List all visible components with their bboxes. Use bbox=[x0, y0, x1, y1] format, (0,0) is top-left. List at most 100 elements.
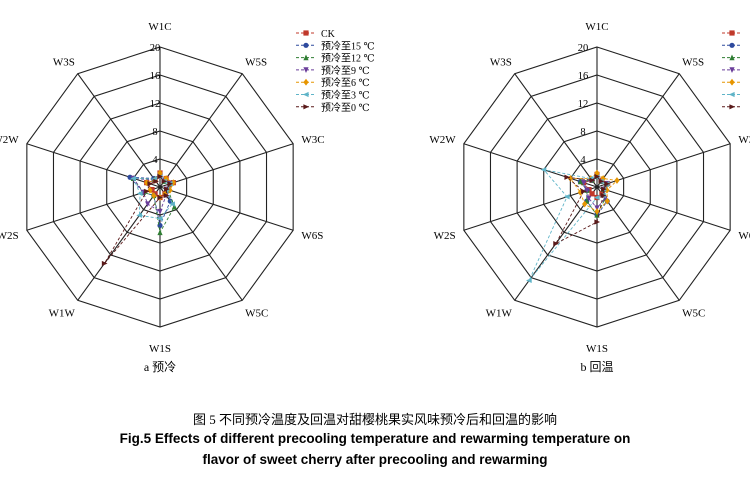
legend-label: 预冷至3 ℃ bbox=[321, 89, 370, 102]
data-point bbox=[147, 186, 153, 194]
data-point bbox=[526, 277, 532, 284]
axis-label-w1c: W1C bbox=[148, 21, 171, 33]
data-point bbox=[594, 219, 601, 225]
data-point bbox=[167, 181, 174, 187]
data-point bbox=[145, 201, 151, 208]
axis-spoke bbox=[596, 186, 680, 301]
data-point bbox=[584, 187, 590, 194]
legend bbox=[722, 30, 742, 110]
axis-label-w1w: W1W bbox=[486, 307, 513, 319]
legend-label: 预冷至15 ℃ bbox=[321, 39, 375, 52]
data-point bbox=[147, 181, 154, 187]
data-point bbox=[564, 174, 571, 180]
data-point bbox=[144, 188, 150, 194]
data-point bbox=[153, 178, 159, 184]
data-point bbox=[589, 191, 595, 197]
data-point bbox=[161, 178, 168, 184]
legend-marker bbox=[729, 104, 736, 110]
axis-label-w5c: W5C bbox=[682, 307, 705, 319]
data-point bbox=[593, 194, 600, 201]
legend-label: 预冷至12 ℃ bbox=[321, 52, 375, 65]
axis-label-w2w: W2W bbox=[0, 134, 19, 146]
data-point bbox=[614, 177, 620, 184]
data-point bbox=[577, 178, 583, 185]
axis-label-w2w: W2W bbox=[429, 134, 456, 146]
data-point bbox=[130, 175, 136, 181]
axis-spoke bbox=[596, 143, 731, 188]
data-point bbox=[157, 208, 163, 215]
axis-spoke bbox=[77, 186, 161, 301]
axis-label-w1w: W1W bbox=[49, 307, 76, 319]
data-point bbox=[563, 194, 570, 200]
radar-chart-b: 4 8 12 16 20 W1C W5S W3C W6S W5C W1S W1W W2S W2W W3S b … bbox=[429, 21, 750, 374]
data-point bbox=[604, 181, 611, 187]
data-point bbox=[586, 195, 592, 202]
axis-spoke bbox=[26, 143, 161, 188]
tick-label: 8 bbox=[580, 127, 585, 138]
panel-caption-a: a 预冷 bbox=[144, 360, 176, 374]
data-point bbox=[582, 200, 588, 208]
data-point bbox=[581, 188, 587, 194]
tick-label: 20 bbox=[578, 43, 589, 54]
data-point bbox=[601, 186, 607, 192]
tick-label: 16 bbox=[150, 71, 161, 82]
data-point bbox=[598, 178, 605, 184]
data-point bbox=[157, 194, 164, 201]
series-7 bbox=[101, 173, 174, 267]
tick-label: 4 bbox=[580, 155, 586, 166]
legend-label: 预冷至0 ℃ bbox=[321, 101, 370, 114]
legend-marker bbox=[303, 78, 309, 86]
axis-spoke bbox=[596, 186, 731, 231]
legend-marker bbox=[303, 54, 309, 61]
axis-spoke bbox=[514, 73, 598, 188]
data-point bbox=[581, 180, 587, 186]
axis-label-w6s: W6S bbox=[301, 230, 323, 242]
legend-marker bbox=[303, 104, 310, 110]
radar-chart-a: 4 8 12 16 20 W1C W5S W3C W6S W5C W1S W1W W2S W2W W3S CK… bbox=[0, 21, 375, 374]
axis-label-w2s: W2S bbox=[0, 230, 19, 242]
axis-spoke bbox=[77, 73, 161, 188]
legend-marker bbox=[729, 78, 735, 86]
axis-label-w1s: W1S bbox=[149, 343, 171, 355]
tick-label: 12 bbox=[578, 99, 589, 110]
axis-label-w3s: W3S bbox=[490, 57, 512, 69]
axis-label-w1s: W1S bbox=[586, 343, 608, 355]
axis-spoke bbox=[463, 186, 598, 231]
axis-label-w3c: W3C bbox=[301, 134, 324, 146]
legend-label: 预冷至9 ℃ bbox=[321, 64, 370, 77]
axis-spoke bbox=[159, 143, 294, 188]
data-point bbox=[553, 241, 559, 247]
axis-label-w3c: W3C bbox=[738, 134, 750, 146]
axis-spoke bbox=[463, 143, 598, 188]
axis-spoke bbox=[596, 73, 680, 188]
legend-marker bbox=[303, 30, 309, 36]
figure-caption-english-line2: flavor of sweet cherry after precooling … bbox=[202, 452, 548, 467]
axis-spoke bbox=[26, 186, 161, 231]
legend-marker bbox=[303, 67, 309, 73]
data-point bbox=[136, 190, 143, 197]
data-point bbox=[594, 208, 600, 215]
axis-label-w2s: W2S bbox=[434, 230, 456, 242]
data-point bbox=[151, 192, 157, 199]
legend-marker bbox=[729, 30, 735, 36]
data-point bbox=[156, 215, 163, 222]
tick-label: 4 bbox=[152, 155, 158, 166]
axis-spoke bbox=[159, 186, 294, 231]
data-point bbox=[136, 212, 143, 218]
data-point bbox=[540, 167, 547, 173]
data-point bbox=[600, 175, 606, 182]
data-point bbox=[589, 177, 596, 183]
legend-marker bbox=[302, 91, 309, 98]
data-point bbox=[163, 192, 170, 199]
data-point bbox=[594, 173, 601, 180]
data-point bbox=[157, 229, 163, 236]
legend-marker bbox=[729, 67, 735, 73]
data-point bbox=[600, 192, 607, 199]
data-point bbox=[157, 173, 164, 180]
data-point bbox=[171, 203, 178, 210]
data-point bbox=[101, 260, 108, 267]
axis-label-w5s: W5S bbox=[682, 57, 704, 69]
tick-label: 12 bbox=[150, 99, 161, 110]
axis-label-w5c: W5C bbox=[245, 307, 268, 319]
